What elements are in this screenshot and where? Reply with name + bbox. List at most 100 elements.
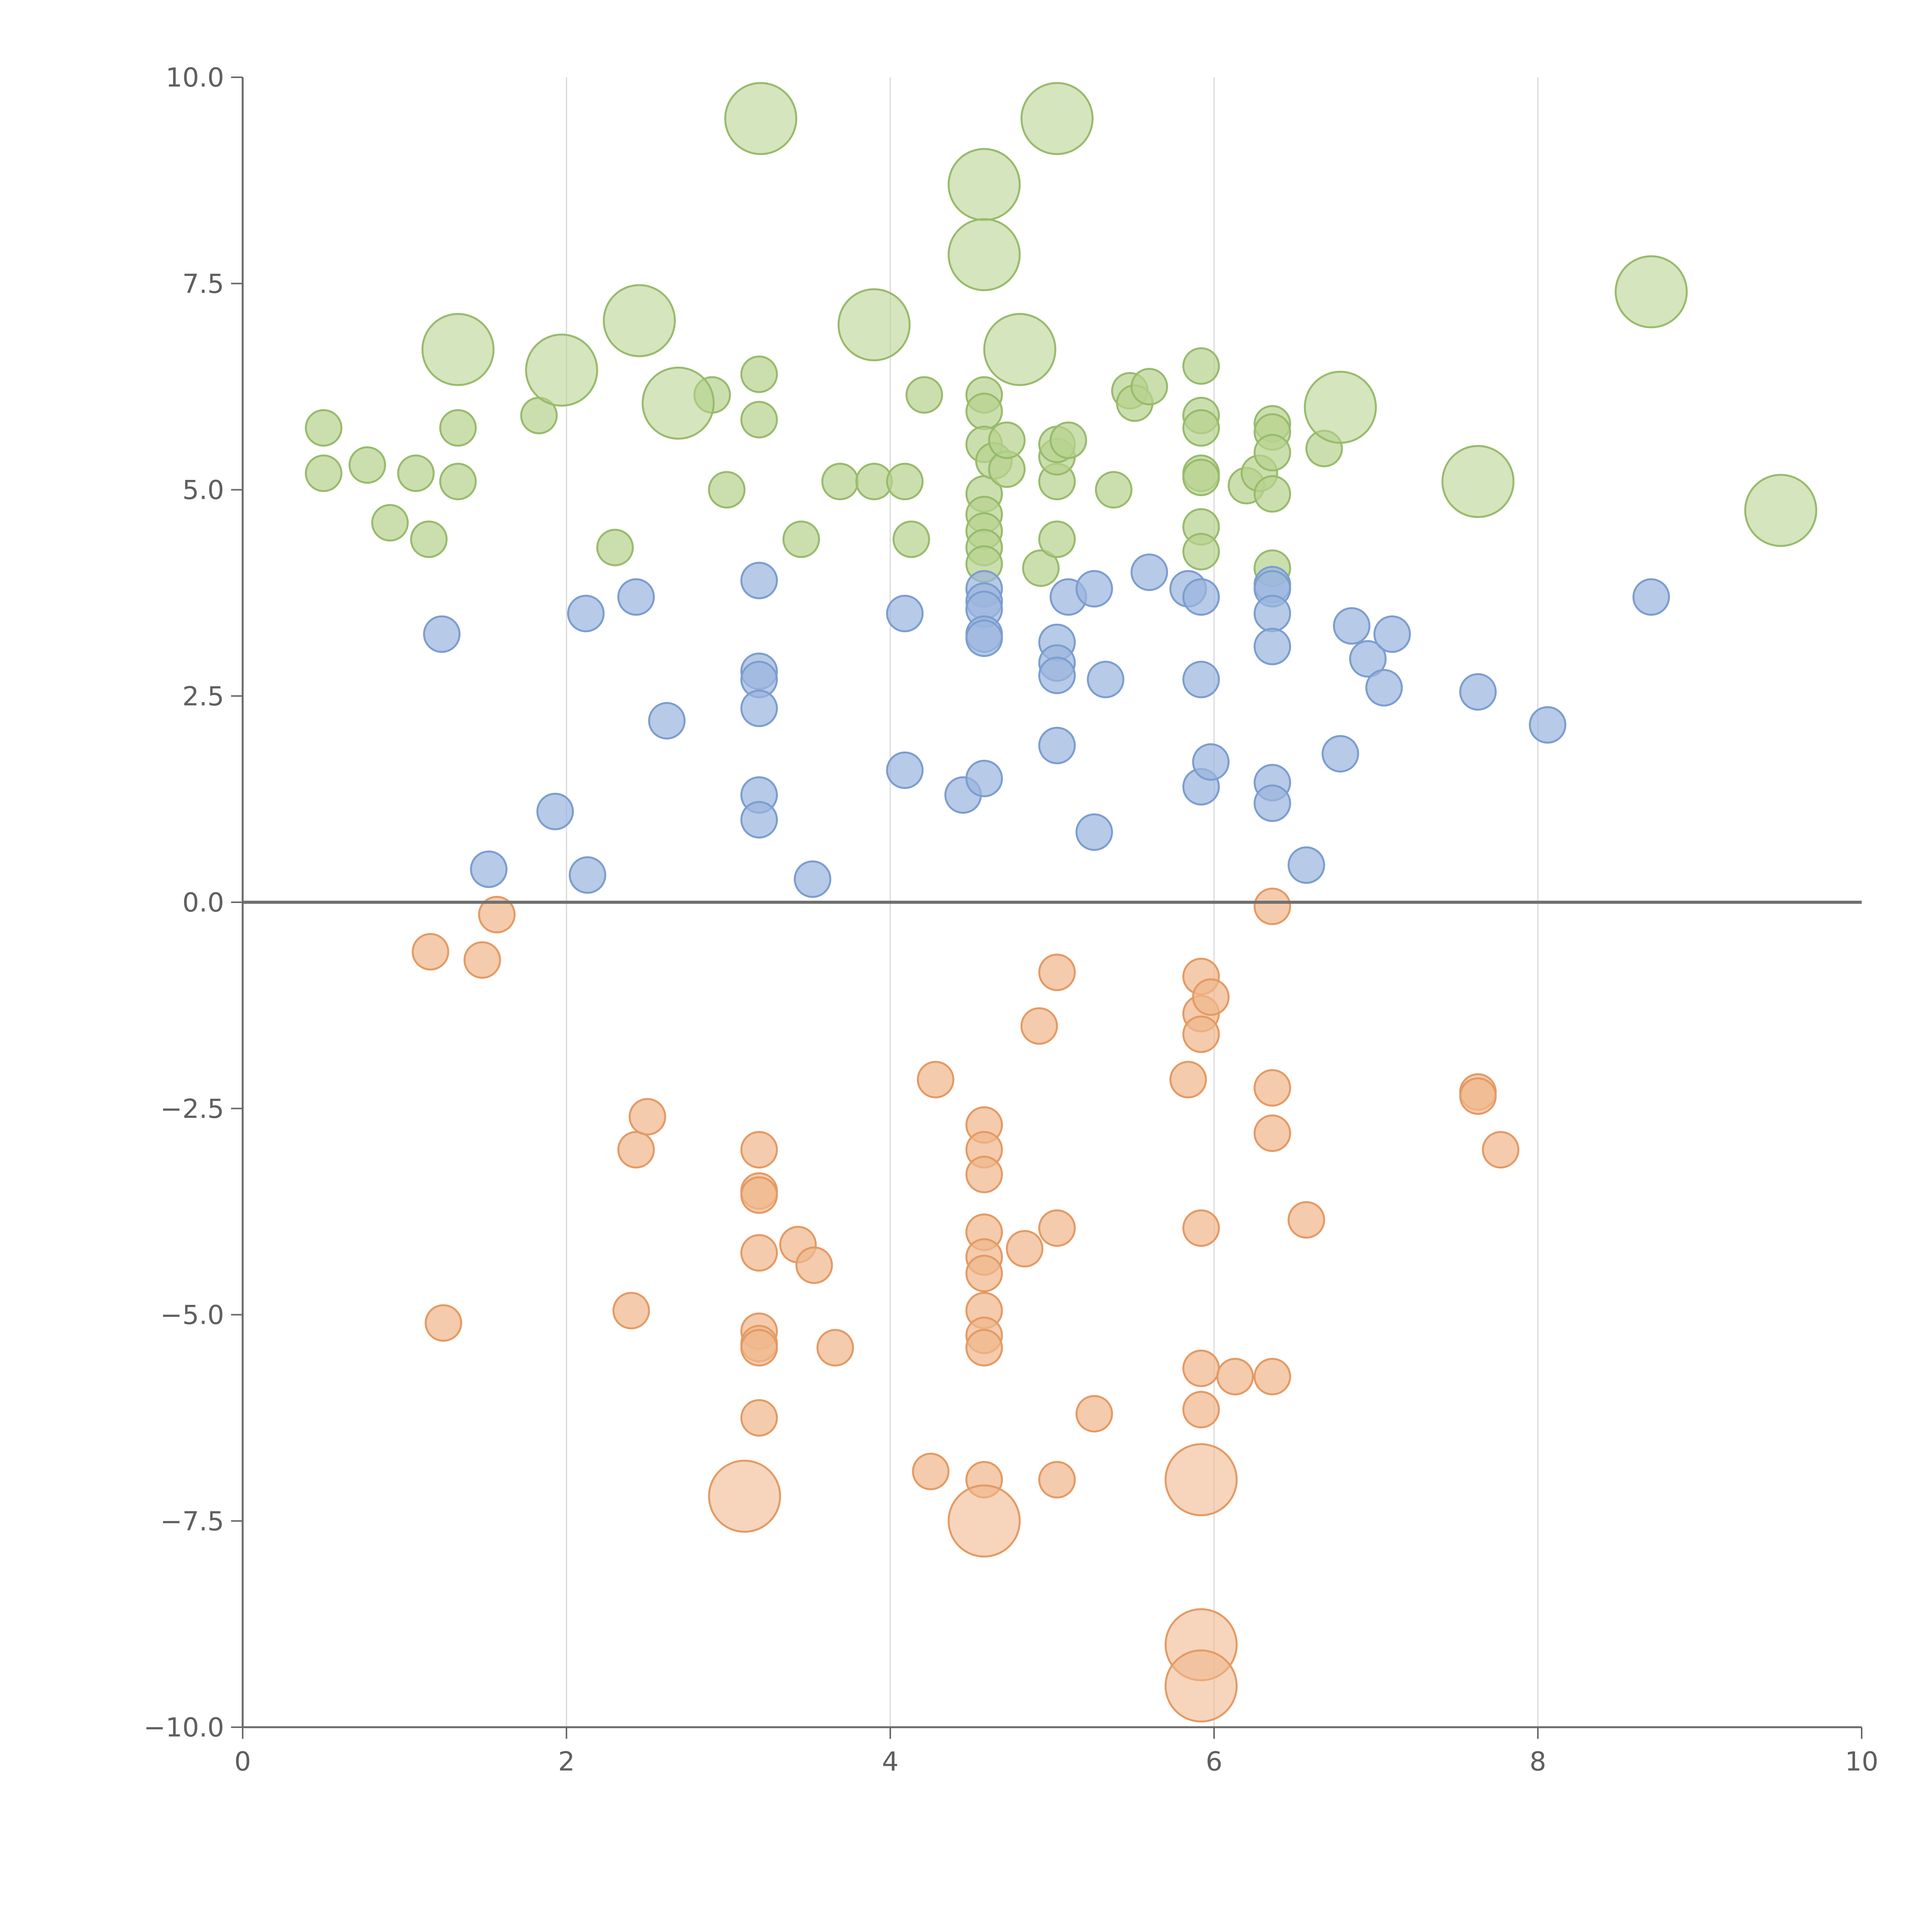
data-point bbox=[740, 801, 778, 838]
x-tick-label: 0 bbox=[234, 1747, 251, 1777]
data-point bbox=[740, 1399, 778, 1437]
data-point bbox=[567, 595, 605, 633]
axes: 0 2 4 6 8 10 −10.0 −7.5 −5.0 −2.5 0.0 2.5 5.0 7.5 10.… bbox=[144, 63, 1879, 1777]
data-point bbox=[965, 1156, 1003, 1194]
x-tick-label: 10 bbox=[1845, 1747, 1879, 1777]
data-point bbox=[912, 1452, 950, 1490]
data-point bbox=[1632, 578, 1670, 616]
data-point bbox=[740, 355, 778, 393]
highlighted-point bbox=[1164, 1443, 1238, 1516]
data-point bbox=[740, 1131, 778, 1168]
data-point bbox=[536, 793, 574, 830]
data-point bbox=[1182, 1209, 1220, 1247]
data-point bbox=[305, 454, 342, 492]
data-point bbox=[965, 1255, 1003, 1293]
highlighted-point bbox=[708, 1459, 781, 1533]
highlighted-point bbox=[421, 313, 495, 386]
data-point bbox=[1321, 735, 1359, 773]
data-point bbox=[1038, 656, 1076, 694]
y-tick-label: −2.5 bbox=[160, 1094, 224, 1124]
x-tick-label: 4 bbox=[882, 1747, 898, 1777]
data-point bbox=[886, 751, 924, 789]
data-point bbox=[305, 409, 342, 447]
y-tick-label: 2.5 bbox=[182, 681, 224, 712]
data-point bbox=[740, 401, 778, 439]
data-point bbox=[917, 1061, 954, 1099]
highlighted-point bbox=[837, 288, 911, 361]
data-point bbox=[1253, 888, 1291, 925]
x-tick-label: 2 bbox=[558, 1747, 575, 1777]
data-point bbox=[1038, 520, 1076, 558]
data-point bbox=[965, 1329, 1003, 1367]
data-point bbox=[1182, 1391, 1220, 1429]
x-axis-ticks: 0 2 4 6 8 10 bbox=[234, 1727, 1878, 1777]
data-point bbox=[740, 561, 778, 599]
data-point bbox=[1287, 846, 1325, 884]
data-point bbox=[1373, 615, 1411, 653]
highlighted-point bbox=[525, 333, 598, 407]
data-point bbox=[1192, 743, 1230, 781]
data-point bbox=[988, 421, 1026, 459]
data-point bbox=[1038, 953, 1076, 991]
data-point bbox=[423, 615, 461, 653]
data-point bbox=[1130, 553, 1168, 591]
highlighted-point bbox=[947, 1484, 1021, 1558]
data-point bbox=[1253, 434, 1291, 471]
data-point bbox=[1022, 549, 1060, 587]
data-point bbox=[1038, 1209, 1076, 1247]
data-point bbox=[596, 529, 634, 566]
data-point bbox=[397, 454, 435, 492]
highlighted-point bbox=[983, 313, 1056, 386]
y-tick-label: 5.0 bbox=[182, 475, 224, 506]
highlighted-point bbox=[1304, 371, 1377, 444]
data-point bbox=[1095, 471, 1133, 509]
data-point bbox=[1182, 458, 1220, 496]
highlighted-point bbox=[1614, 255, 1688, 328]
data-point bbox=[1182, 661, 1220, 699]
data-point bbox=[740, 1234, 778, 1272]
data-point bbox=[1482, 1131, 1520, 1168]
data-point bbox=[965, 760, 1003, 798]
data-point bbox=[1253, 1069, 1291, 1107]
data-point bbox=[478, 896, 516, 934]
data-point bbox=[1182, 533, 1220, 571]
data-point bbox=[1529, 706, 1566, 744]
data-point bbox=[886, 463, 924, 500]
data-point bbox=[349, 446, 386, 484]
data-point bbox=[795, 1246, 833, 1284]
data-point bbox=[1333, 607, 1371, 645]
data-point bbox=[1087, 661, 1124, 699]
data-point bbox=[1075, 1395, 1113, 1433]
highlighted-point bbox=[1020, 82, 1094, 155]
data-point bbox=[439, 463, 477, 500]
data-point bbox=[410, 520, 448, 558]
data-point bbox=[1459, 1077, 1497, 1115]
data-point bbox=[1182, 347, 1220, 385]
data-point bbox=[617, 1131, 655, 1168]
data-point bbox=[740, 689, 778, 727]
highlighted-point bbox=[1744, 474, 1817, 547]
data-point bbox=[1038, 726, 1076, 764]
highlighted-point bbox=[724, 82, 798, 155]
y-tick-label: 7.5 bbox=[182, 269, 224, 299]
highlighted-point bbox=[641, 366, 715, 440]
data-point bbox=[425, 1304, 463, 1342]
y-tick-label: 0.0 bbox=[182, 888, 224, 918]
data-point bbox=[905, 376, 943, 414]
data-point bbox=[439, 409, 477, 447]
data-point bbox=[782, 520, 820, 558]
data-point bbox=[1182, 578, 1220, 616]
data-point bbox=[1287, 1201, 1325, 1239]
scatter-points bbox=[243, 82, 1862, 1723]
data-point bbox=[965, 619, 1003, 657]
highlighted-point bbox=[947, 148, 1021, 221]
data-point bbox=[886, 595, 924, 633]
y-tick-label: −7.5 bbox=[160, 1506, 224, 1537]
data-point bbox=[794, 860, 832, 898]
data-point bbox=[1182, 1349, 1220, 1387]
data-point bbox=[1130, 368, 1168, 406]
data-point bbox=[740, 1176, 778, 1214]
highlighted-point bbox=[947, 218, 1021, 291]
highlighted-point bbox=[603, 284, 676, 357]
